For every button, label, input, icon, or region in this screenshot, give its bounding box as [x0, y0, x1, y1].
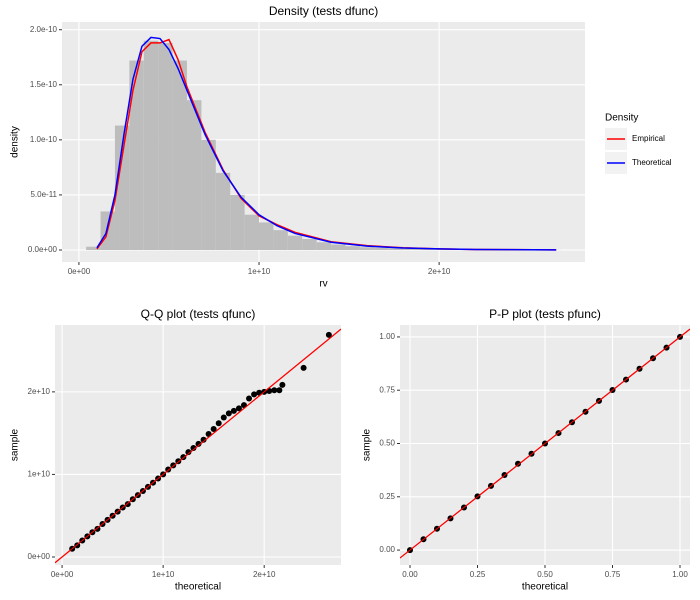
x-tick-label: 0.75 [605, 570, 621, 579]
reference-line-overlay [400, 328, 690, 559]
histogram-bar [287, 235, 303, 250]
histogram-bar [230, 194, 245, 250]
point [215, 420, 222, 427]
x-axis-title: rv [319, 279, 327, 290]
y-tick-label: 1.5e-10 [30, 80, 58, 89]
y-tick-label: 0.75 [379, 385, 395, 394]
histogram-bar [172, 60, 187, 250]
y-axis-title: sample [10, 428, 21, 461]
histogram-bar [388, 248, 404, 250]
histogram-bar [374, 247, 389, 250]
histogram-bar [359, 247, 375, 250]
histogram-bar [431, 249, 447, 250]
point [279, 381, 286, 388]
plot-area [55, 328, 341, 564]
histogram-bar [158, 42, 173, 250]
plot-area [86, 36, 562, 251]
point [300, 364, 307, 371]
point [220, 414, 227, 421]
y-tick-label: 1e+10 [28, 470, 51, 479]
y-tick-label: 0.00 [379, 545, 395, 554]
chart-title: Q-Q plot (tests qfunc) [141, 307, 256, 321]
y-tick-label: 2.0e-10 [30, 25, 58, 34]
y-tick-label: 0.50 [379, 439, 395, 448]
histogram-bar [186, 100, 202, 250]
point [225, 410, 232, 417]
y-axis-title: density [10, 126, 21, 158]
histogram-bar [244, 214, 260, 250]
panel-group: 0e+00 1e+10 2e+10 0.0e+00 5.0e-11 1.0e-10 1.5e… [10, 4, 585, 290]
point [514, 460, 521, 467]
x-tick-label: 0e+00 [51, 570, 74, 579]
point [325, 331, 332, 338]
histogram-bar [143, 40, 159, 250]
point [251, 391, 258, 398]
point [276, 387, 283, 394]
panel-group: 0.00 0.25 0.50 0.75 1.00 0.00 0.25 0.50 0.75 1.00… [362, 307, 690, 593]
point [200, 436, 207, 443]
histogram-bar [302, 238, 317, 250]
x-tick-label: 1e+10 [152, 570, 175, 579]
x-tick-label: 0.50 [537, 570, 553, 579]
x-axis-title: theoretical [522, 582, 568, 593]
histogram-bar [114, 125, 130, 250]
point [195, 440, 202, 447]
point [246, 395, 253, 402]
x-tick-label: 0e+00 [68, 267, 91, 276]
histogram-bar [417, 249, 432, 250]
point [235, 405, 242, 412]
histogram-bar [259, 222, 274, 250]
point [230, 407, 237, 414]
histogram-bar [201, 139, 216, 250]
histogram-bar [316, 242, 332, 250]
x-tick-label: 0.25 [470, 570, 486, 579]
histogram-bar [345, 246, 360, 250]
y-tick-label: 5.0e-11 [30, 190, 57, 199]
plot-area [400, 328, 690, 559]
point [210, 426, 217, 433]
x-axis-title: theoretical [175, 582, 221, 593]
x-tick-label: 2e+10 [428, 267, 451, 276]
y-tick-label: 0e+00 [28, 552, 51, 561]
y-tick-label: 0.25 [379, 492, 395, 501]
histogram-bar [215, 172, 231, 250]
point [190, 445, 197, 452]
y-tick-label: 0.0e+00 [28, 245, 58, 254]
legend-title: Density [605, 113, 638, 124]
reference-line-overlay [55, 328, 341, 564]
chart-title: P-P plot (tests pfunc) [489, 307, 601, 321]
histogram-bar [129, 60, 144, 250]
histogram-bar [331, 244, 346, 250]
histogram-bar [86, 246, 101, 250]
x-tick-label: 2e+10 [253, 570, 276, 579]
y-axis-title: sample [362, 428, 373, 461]
point [271, 387, 278, 394]
y-tick-label: 2e+10 [28, 387, 51, 396]
chart-title: Density (tests dfunc) [269, 4, 378, 18]
x-tick-label: 0.00 [402, 570, 418, 579]
y-tick-label: 1.0e-10 [30, 135, 58, 144]
y-tick-label: 1.00 [379, 332, 395, 341]
x-tick-label: 1.00 [672, 570, 688, 579]
x-tick-label: 1e+10 [248, 267, 271, 276]
panel-group: 0e+00 1e+10 2e+10 0e+00 1e+10 2e+10 Q-Q plot (… [10, 307, 341, 593]
histogram-bar [403, 248, 418, 250]
legend-label: Empirical [632, 134, 665, 143]
legend-label: Theoretical [632, 158, 672, 167]
histogram-bar [273, 230, 288, 250]
point [185, 449, 192, 456]
density-line [96, 36, 557, 251]
